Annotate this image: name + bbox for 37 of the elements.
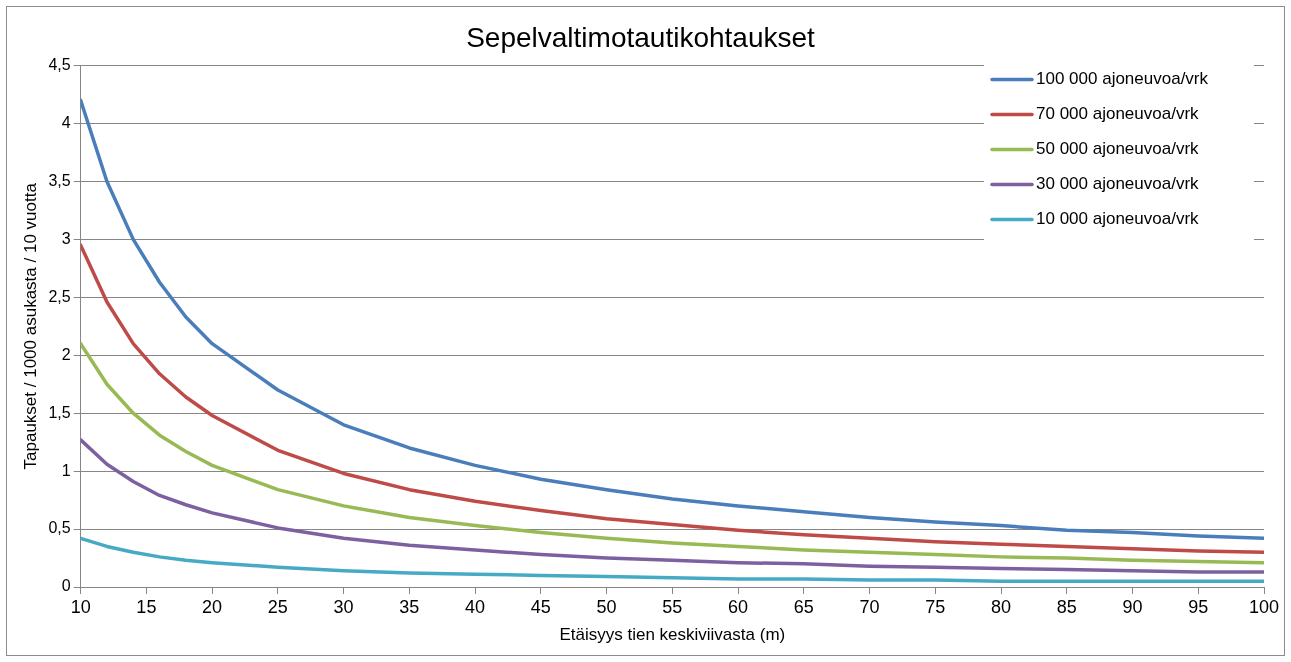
x-tick-label: 20: [202, 596, 223, 617]
y-tick-label: 4,5: [48, 56, 71, 74]
x-axis-title: Etäisyys tien keskiviivasta (m): [559, 625, 786, 645]
x-tick-label: 90: [1122, 596, 1143, 617]
y-tick-label: 4: [61, 113, 71, 131]
x-tick-label: 25: [267, 596, 288, 617]
x-tick-label: 75: [925, 596, 946, 617]
legend-label: 70 000 ajoneuvoa/vrk: [1036, 104, 1200, 124]
chart-title: Sepelvaltimotautikohtaukset: [466, 21, 816, 53]
x-tick-label: 95: [1188, 596, 1209, 617]
x-tick-label: 55: [662, 596, 683, 617]
x-tick-label: 45: [530, 596, 551, 617]
y-tick-label: 3,5: [48, 171, 71, 189]
legend-label: 10 000 ajoneuvoa/vrk: [1036, 209, 1200, 229]
x-tick-label: 15: [136, 596, 157, 617]
y-tick-label: 0,5: [48, 519, 71, 537]
legend-label: 100 000 ajoneuvoa/vrk: [1036, 69, 1209, 89]
y-tick-label: 1: [61, 461, 71, 479]
y-tick-label: 3: [61, 229, 71, 247]
x-tick-label: 30: [333, 596, 354, 617]
x-tick-label: 65: [793, 596, 814, 617]
x-tick-label: 35: [399, 596, 420, 617]
legend-label: 30 000 ajoneuvoa/vrk: [1036, 174, 1200, 194]
x-tick-label: 85: [1056, 596, 1077, 617]
y-axis-title: Tapaukset / 1000 asukasta / 10 vuotta: [20, 182, 40, 470]
x-tick-label: 100: [1248, 596, 1280, 617]
y-tick-label: 1,5: [48, 403, 71, 421]
x-tick-label: 40: [465, 596, 486, 617]
y-tick-label: 0: [61, 577, 71, 595]
x-tick-label: 80: [991, 596, 1012, 617]
x-tick-label: 10: [70, 596, 91, 617]
y-tick-label: 2: [61, 345, 71, 363]
x-tick-label: 50: [596, 596, 617, 617]
legend-label: 50 000 ajoneuvoa/vrk: [1036, 139, 1200, 159]
x-tick-label: 60: [728, 596, 749, 617]
x-tick-label: 70: [859, 596, 880, 617]
y-tick-label: 2,5: [48, 287, 71, 305]
